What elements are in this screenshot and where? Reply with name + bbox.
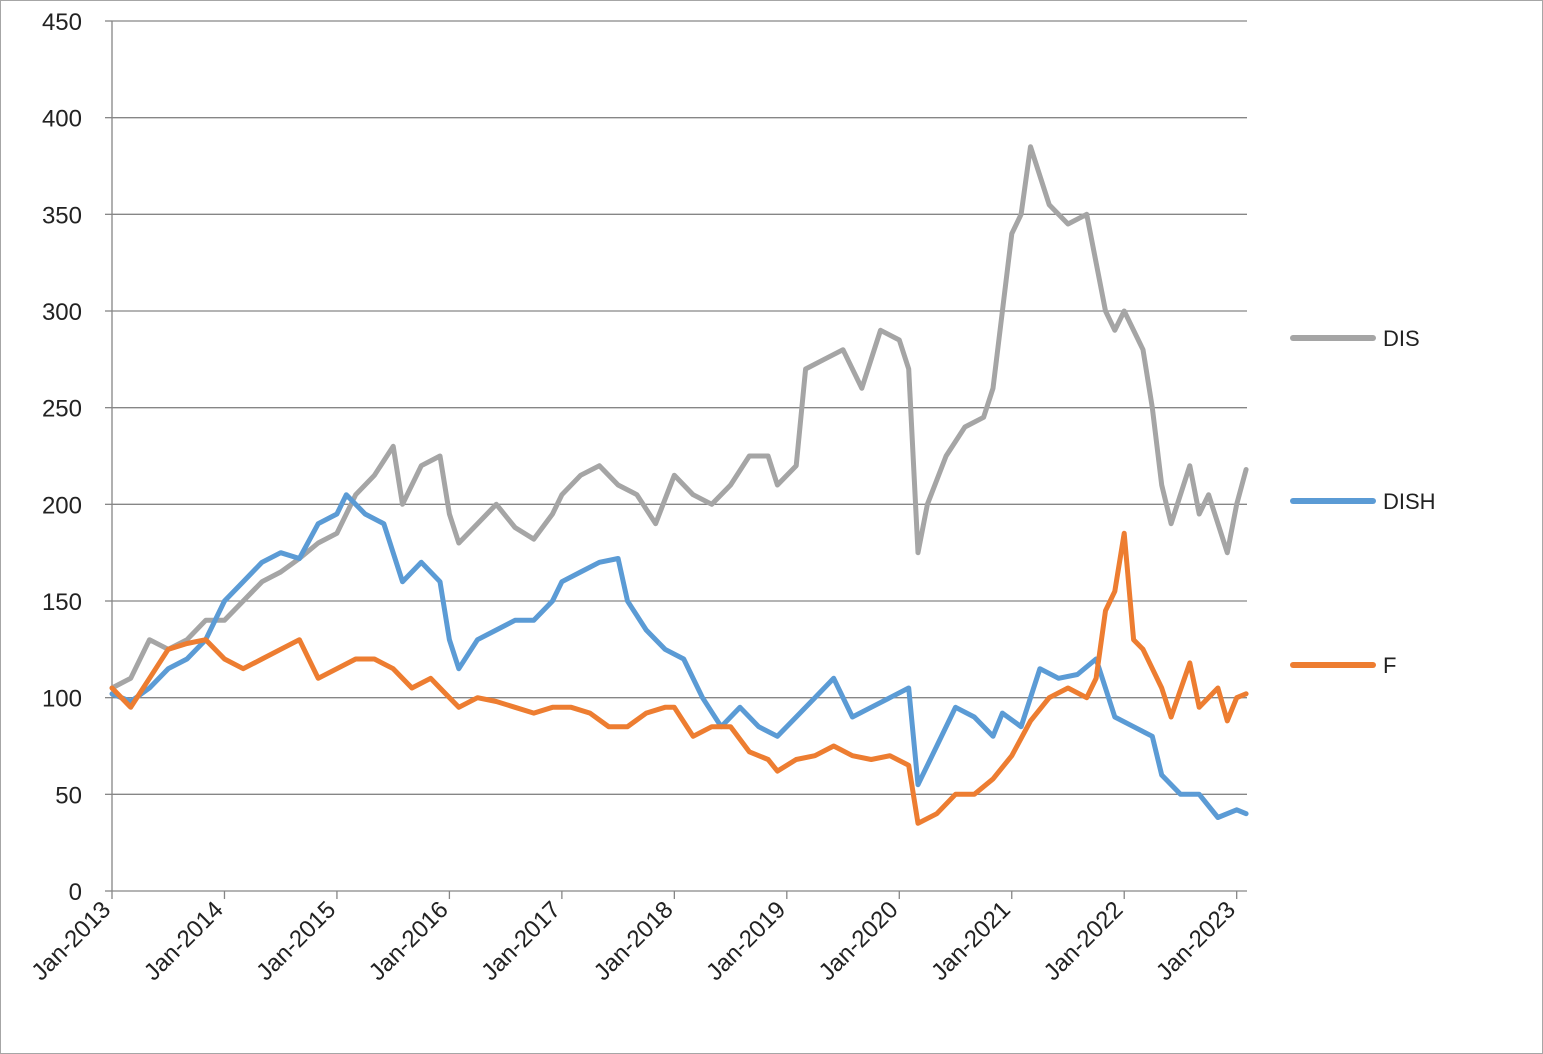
x-tick-label: Jan-2015 (251, 896, 341, 986)
gridlines (112, 20, 1247, 795)
series-line-dish (109, 492, 1249, 820)
y-tick-label: 50 (55, 782, 82, 809)
x-tick-label: Jan-2017 (476, 896, 566, 986)
series-lines (109, 144, 1249, 826)
y-tick-label: 250 (42, 396, 82, 423)
x-tick-label: Jan-2014 (139, 896, 229, 986)
x-tick-label: Jan-2013 (26, 896, 116, 986)
x-tick-label: Jan-2018 (589, 896, 679, 986)
series-line-dis (109, 144, 1249, 691)
y-tick-label: 300 (42, 299, 82, 326)
x-tick-label: Jan-2023 (1151, 896, 1241, 986)
x-tick-label: Jan-2016 (364, 896, 454, 986)
y-tick-label: 0 (69, 879, 82, 906)
y-tick-label: 150 (42, 589, 82, 616)
y-tick-label: 100 (42, 686, 82, 713)
x-tick-label: Jan-2019 (701, 896, 791, 986)
legend-label-f: F (1383, 653, 1396, 678)
legend-label-dis: DIS (1383, 326, 1420, 351)
legend-label-dish: DISH (1383, 489, 1436, 514)
y-tick-label: 450 (42, 9, 82, 36)
legend: DIS DISH F (1290, 326, 1436, 678)
y-tick-label: 200 (42, 492, 82, 519)
series-line-f (109, 530, 1249, 826)
x-tick-label: Jan-2020 (814, 896, 904, 986)
x-tick-label: Jan-2021 (926, 896, 1016, 986)
y-tick-label: 350 (42, 202, 82, 229)
y-tick-label: 400 (42, 106, 82, 133)
x-tick-label: Jan-2022 (1039, 896, 1129, 986)
